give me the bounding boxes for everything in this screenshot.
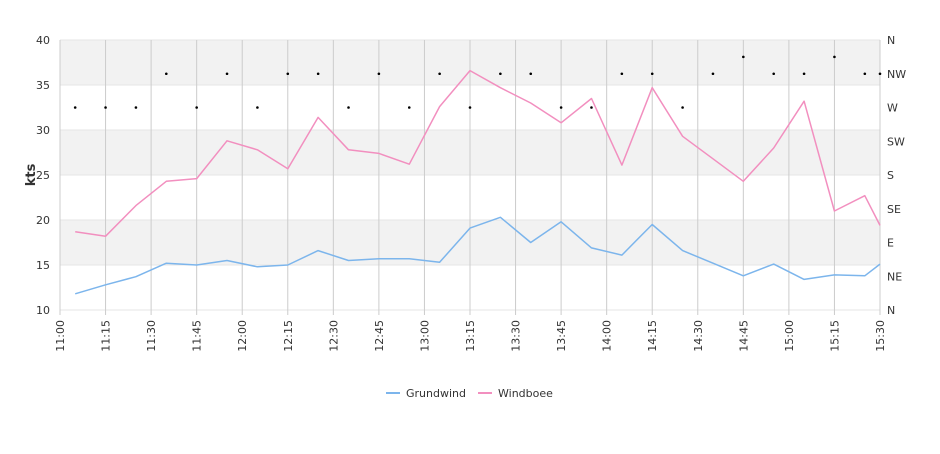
x-tick-label: 13:30	[510, 320, 523, 352]
direction-marker	[590, 106, 593, 109]
x-tick-label: 14:45	[737, 320, 750, 352]
direction-marker	[316, 72, 320, 76]
x-tick-label: 12:00	[236, 320, 249, 352]
direction-marker	[620, 72, 624, 76]
x-tick-label: 15:15	[828, 320, 841, 352]
legend-label-windboee: Windboee	[498, 387, 553, 400]
direction-tick-label: W	[887, 102, 898, 115]
direction-markers	[73, 55, 882, 109]
direction-tick-label: N	[887, 304, 895, 317]
direction-marker	[863, 72, 867, 76]
direction-tick-label: SE	[887, 203, 901, 216]
direction-marker	[73, 106, 77, 109]
direction-marker	[711, 72, 715, 76]
y-tick-label: 15	[36, 259, 50, 272]
x-tick-label: 13:15	[464, 320, 477, 352]
direction-marker	[499, 72, 502, 76]
y-tick-label: 25	[36, 169, 50, 182]
direction-marker	[164, 72, 168, 76]
x-tick-label: 12:15	[282, 320, 295, 352]
series-line-windboee	[75, 69, 881, 237]
direction-marker	[104, 106, 107, 109]
direction-marker	[650, 72, 654, 76]
x-tick-label: 14:15	[646, 320, 659, 352]
direction-marker	[742, 55, 745, 59]
direction-tick-label: NE	[887, 270, 902, 283]
direction-marker	[407, 106, 411, 109]
direction-marker	[772, 72, 776, 76]
x-tick-label: 13:00	[418, 320, 431, 352]
direction-marker	[134, 106, 138, 109]
direction-marker	[256, 106, 259, 109]
direction-marker	[377, 72, 381, 76]
y-tick-label: 35	[36, 79, 50, 92]
direction-marker	[681, 106, 684, 109]
y-tick-label: 20	[36, 214, 50, 227]
x-axis-ticks: 11:00 11:15 11:30 11:45 12:00 12:15 12:30 12:45…	[54, 310, 887, 352]
direction-tick-label: S	[887, 169, 894, 182]
series-lines	[74, 69, 881, 295]
direction-marker	[802, 72, 806, 76]
x-tick-label: 15:30	[874, 320, 887, 352]
direction-axis-ticks: N NE E SE S SW W NW N	[887, 34, 906, 317]
x-tick-label: 11:00	[54, 320, 67, 352]
x-tick-label: 11:30	[145, 320, 158, 352]
legend: Grundwind Windboee	[386, 387, 553, 400]
direction-tick-label: NW	[887, 68, 906, 81]
y-tick-label: 10	[36, 304, 50, 317]
x-tick-label: 12:30	[327, 320, 340, 352]
direction-marker	[225, 72, 229, 76]
y-tick-label: 40	[36, 34, 50, 47]
direction-marker	[878, 72, 882, 76]
x-tick-label: 11:45	[191, 320, 204, 352]
direction-marker	[195, 106, 198, 109]
direction-marker	[559, 106, 563, 109]
x-tick-label: 14:00	[601, 320, 614, 352]
y-axis-ticks: 10 15 20 25 30 35 40	[36, 34, 50, 317]
x-tick-label: 12:45	[373, 320, 386, 352]
direction-marker	[438, 72, 441, 76]
direction-tick-label: N	[887, 34, 895, 47]
x-tick-label: 11:15	[100, 320, 113, 352]
direction-tick-label: E	[887, 237, 894, 250]
y-tick-label: 30	[36, 124, 50, 137]
direction-tick-label: SW	[887, 135, 905, 148]
x-tick-label: 13:45	[555, 320, 568, 352]
direction-marker	[286, 72, 290, 76]
direction-marker	[468, 106, 472, 109]
y-axis-label: kts	[24, 163, 39, 186]
direction-marker	[529, 72, 533, 76]
direction-marker	[347, 106, 350, 109]
series-line-grundwind	[74, 216, 881, 295]
x-tick-label: 15:00	[783, 320, 796, 352]
x-tick-label: 14:30	[692, 320, 705, 352]
direction-marker	[833, 55, 836, 59]
legend-label-grundwind: Grundwind	[406, 387, 466, 400]
